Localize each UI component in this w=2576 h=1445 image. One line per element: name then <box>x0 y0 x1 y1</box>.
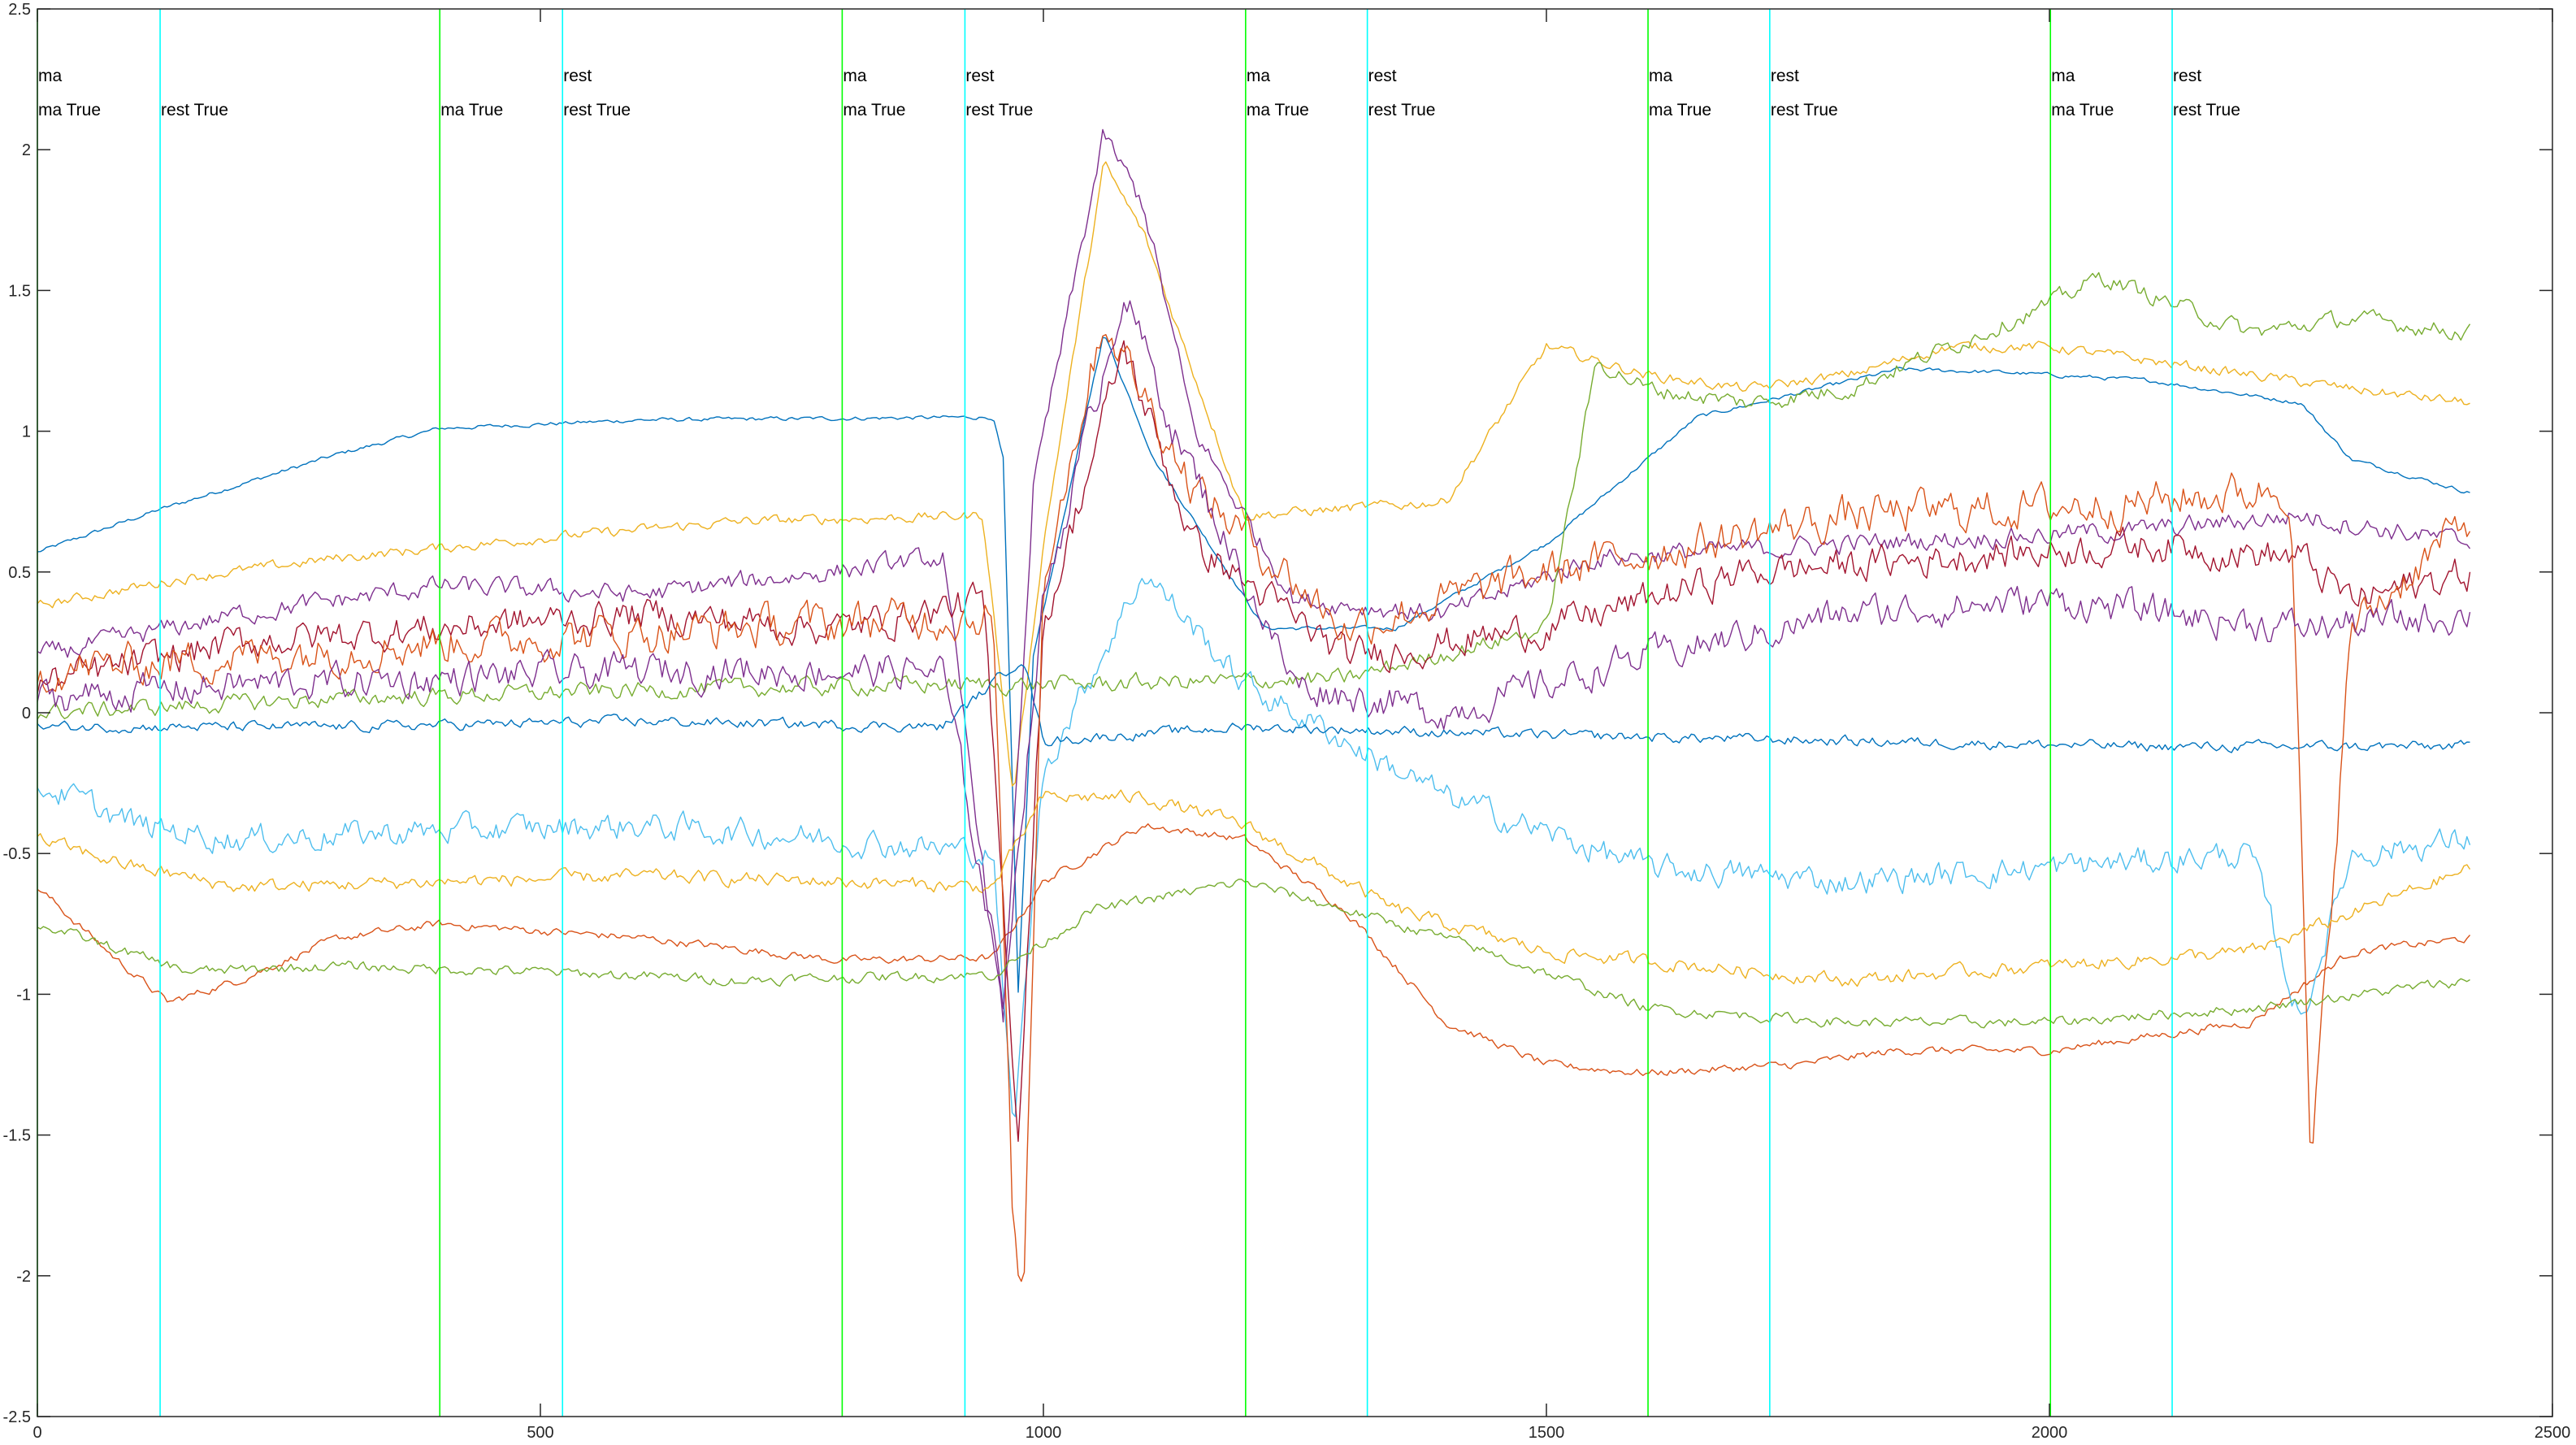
event-label-10-1: rest <box>1771 67 1799 85</box>
event-label-1-2: ma True <box>38 101 101 119</box>
series-line-4 <box>37 128 2471 1023</box>
x-tick-label: 1500 <box>1529 1424 1565 1442</box>
event-label-4-1: rest <box>563 67 592 85</box>
x-tick-label: 2500 <box>2535 1424 2571 1442</box>
event-label-5-2: ma True <box>843 101 905 119</box>
series-line-8 <box>37 664 2470 753</box>
event-label-6-1: rest <box>965 67 994 85</box>
event-label-3-1: ma True <box>440 101 503 119</box>
series-line-3 <box>37 161 2470 787</box>
event-label-4-2: rest True <box>563 101 631 119</box>
event-label-1-1: ma <box>38 67 62 85</box>
event-label-12-2: rest True <box>2173 101 2240 119</box>
series-line-1 <box>37 336 2470 993</box>
y-tick-label: -1.5 <box>3 1127 31 1145</box>
y-tick-label: 0.5 <box>8 564 31 582</box>
event-label-11-1: ma <box>2051 67 2075 85</box>
y-tick-label: 2.5 <box>8 1 31 19</box>
axis-ticks: 0 500 1000 1500 2000 2500 -2.5 -2 -1.5 -1 -0.5 0 0.5… <box>3 1 2571 1442</box>
event-label-7-2: ma True <box>1247 101 1309 119</box>
series-line-6 <box>37 578 2471 1117</box>
event-label-7-1: ma <box>1247 67 1270 85</box>
series-line-12 <box>37 879 2470 1029</box>
x-tick-label: 2000 <box>2032 1424 2068 1442</box>
x-tick-label: 0 <box>33 1424 41 1442</box>
series-line-11 <box>37 300 2471 1009</box>
y-tick-label: -1 <box>16 986 31 1004</box>
event-label-10-2: rest True <box>1771 101 1838 119</box>
plot-area <box>37 9 2552 1417</box>
event-label-9-1: ma <box>1649 67 1672 85</box>
y-tick-label: -2 <box>16 1268 31 1286</box>
y-tick-label: 2 <box>22 141 31 159</box>
event-label-11-2: ma True <box>2051 101 2114 119</box>
series-line-7 <box>37 340 2471 1142</box>
x-tick-label: 500 <box>527 1424 553 1442</box>
plot-axes: ma ma True rest True ma True rest rest True ma… <box>3 1 2571 1442</box>
event-label-6-2: rest True <box>965 101 1033 119</box>
event-label-8-2: rest True <box>1368 101 1436 119</box>
event-markers: ma ma True rest True ma True rest rest True ma… <box>37 9 2240 1417</box>
x-tick-label: 1000 <box>1026 1424 1062 1442</box>
event-label-5-1: ma <box>843 67 866 85</box>
y-tick-label: 1 <box>22 423 31 441</box>
y-tick-label: -0.5 <box>3 845 31 863</box>
event-label-2-1: rest True <box>161 101 228 119</box>
y-tick-label: 1.5 <box>8 282 31 300</box>
series-layer <box>37 128 2471 1282</box>
event-label-9-2: ma True <box>1649 101 1711 119</box>
series-line-10 <box>37 789 2471 987</box>
series-line-5 <box>37 271 2471 720</box>
series-line-9 <box>37 334 2471 1282</box>
event-label-12-1: rest <box>2173 67 2201 85</box>
y-tick-label: 0 <box>22 705 31 722</box>
event-label-8-1: rest <box>1368 67 1397 85</box>
y-tick-label: -2.5 <box>3 1408 31 1426</box>
series-line-2 <box>37 823 2471 1076</box>
